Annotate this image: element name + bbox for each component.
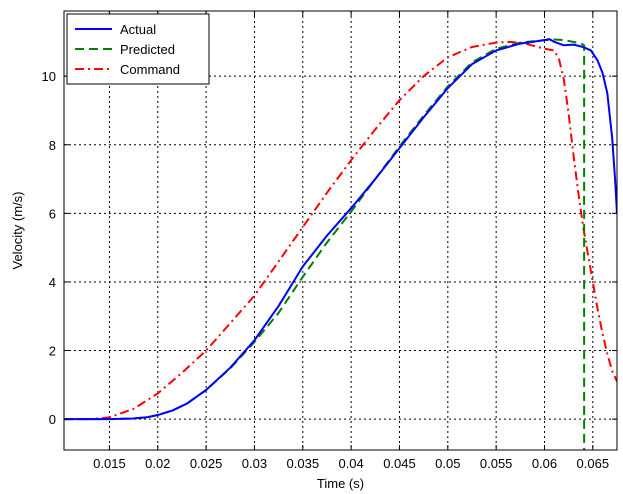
legend: Actual Predicted Command [66, 13, 210, 85]
x-tick-label: 0.065 [577, 456, 610, 471]
legend-label-predicted: Predicted [120, 42, 175, 57]
y-tick-label: 6 [49, 206, 56, 221]
series-layer [64, 38, 617, 450]
x-tick-label: 0.015 [93, 456, 126, 471]
y-tick-label: 10 [42, 69, 56, 84]
y-tick-label: 8 [49, 138, 56, 153]
y-tick-label: 4 [49, 275, 56, 290]
x-tick-label: 0.035 [287, 456, 320, 471]
legend-label-command: Command [120, 62, 180, 77]
y-tick-label: 2 [49, 344, 56, 359]
y-tick-label: 0 [49, 412, 56, 427]
y-axis-label: Velocity (m/s) [10, 191, 25, 269]
x-tick-label: 0.055 [480, 456, 513, 471]
x-axis-ticks: 0.015 0.02 0.025 0.03 0.035 0.04 0.045 0.05 0.05… [93, 11, 609, 471]
x-tick-label: 0.04 [338, 456, 363, 471]
series-line-actual [64, 38, 617, 421]
y-axis-ticks: 0 2 4 6 8 10 [42, 69, 617, 427]
grid-lines [64, 11, 617, 450]
x-tick-label: 0.05 [435, 456, 460, 471]
x-tick-label: 0.06 [532, 456, 557, 471]
legend-label-actual: Actual [120, 22, 156, 37]
plot-frame [63, 10, 618, 451]
series-line-command [64, 40, 617, 421]
x-tick-label: 0.025 [190, 456, 223, 471]
x-tick-label: 0.02 [145, 456, 170, 471]
x-tick-label: 0.03 [242, 456, 267, 471]
x-tick-label: 0.045 [383, 456, 416, 471]
x-axis-label: Time (s) [317, 476, 364, 491]
